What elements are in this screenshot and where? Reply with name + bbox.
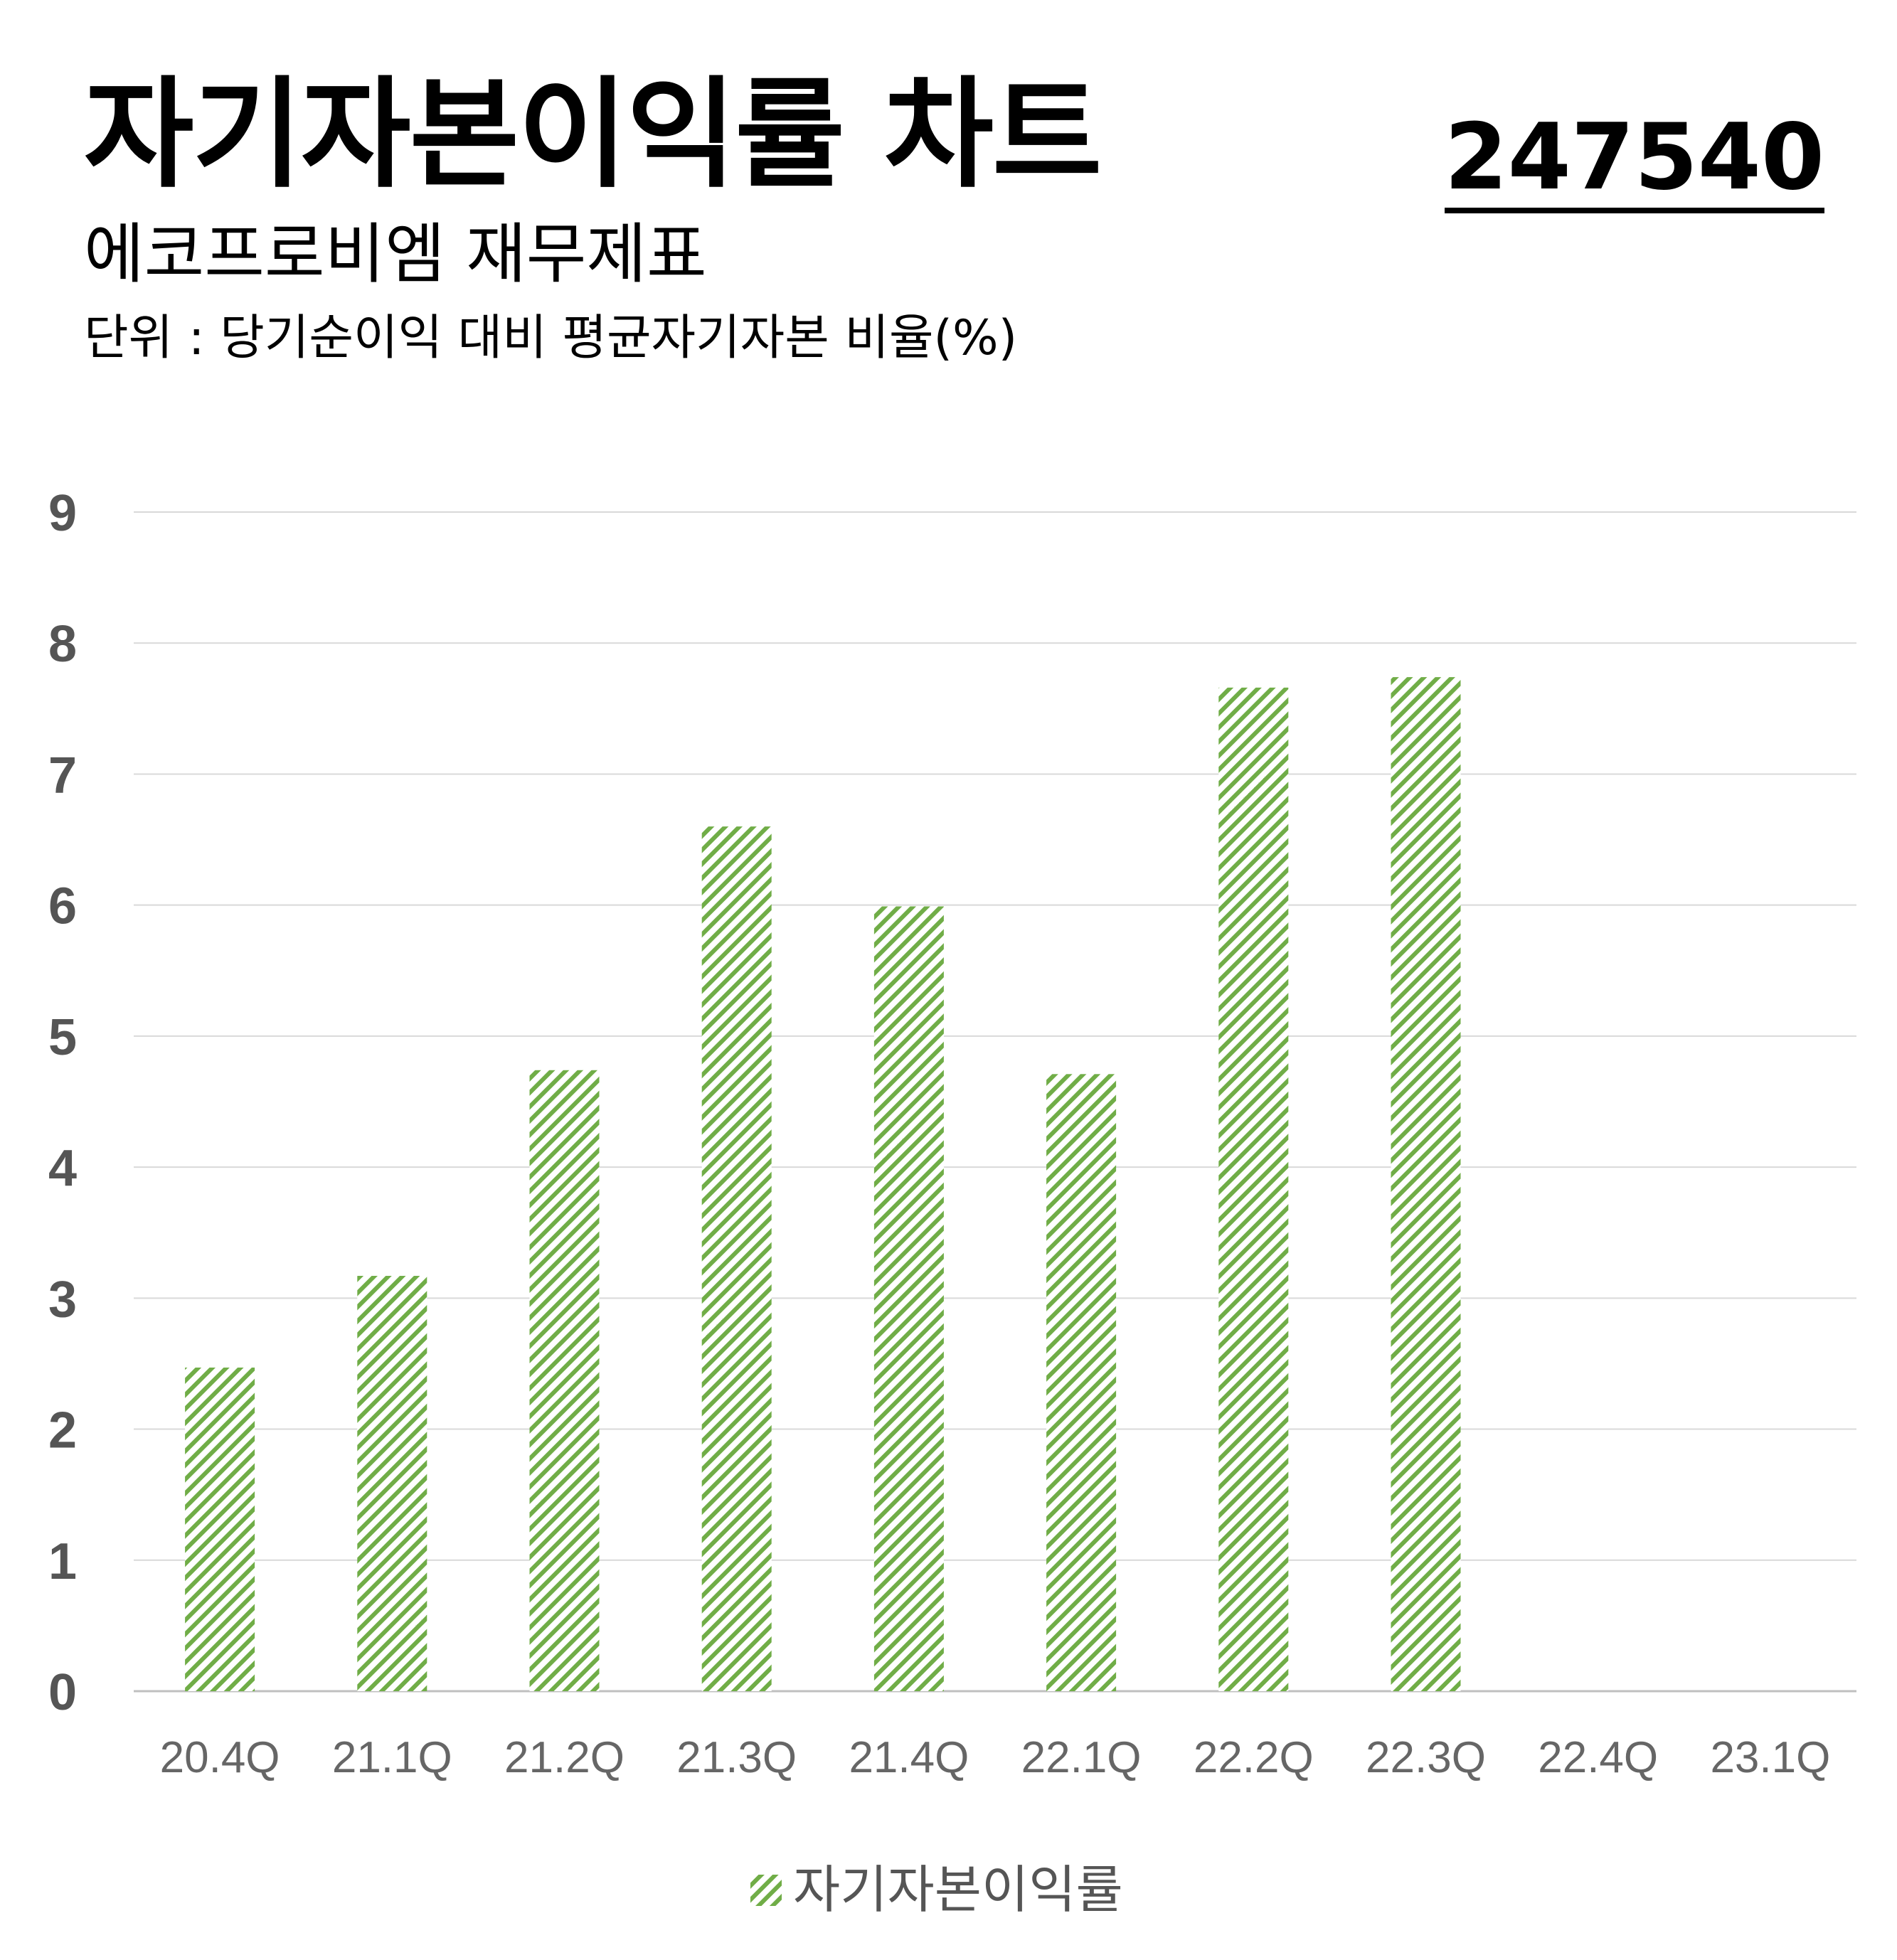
x-tick-label: 21.3Q	[676, 1733, 797, 1782]
y-axis-ticks: 0 1 2 3 4 5 6 7 8 9	[48, 485, 77, 1721]
y-tick-label: 0	[48, 1664, 77, 1721]
bar	[357, 1276, 427, 1691]
x-tick-label: 21.4Q	[849, 1733, 969, 1782]
y-tick-label: 5	[48, 1009, 77, 1066]
y-tick-label: 1	[48, 1533, 77, 1590]
y-tick-label: 3	[48, 1271, 77, 1328]
x-tick-label: 21.2Q	[504, 1733, 625, 1782]
y-tick-label: 9	[48, 485, 77, 542]
bar	[1391, 677, 1461, 1691]
x-tick-label: 21.1Q	[332, 1733, 452, 1782]
y-tick-label: 7	[48, 747, 77, 804]
x-axis-ticks: 20.4Q 21.1Q 21.2Q 21.3Q 21.4Q 22.1Q 22.2Q 22.3Q…	[160, 1733, 1831, 1782]
x-tick-label: 23.1Q	[1710, 1733, 1830, 1782]
x-tick-label: 20.4Q	[160, 1733, 280, 1782]
bar	[529, 1070, 600, 1691]
legend-swatch	[750, 1875, 782, 1906]
legend-label: 자기자본이익률	[793, 1860, 1123, 1919]
chart-title: 자기자본이익률 차트	[84, 65, 1102, 204]
bars	[185, 677, 1461, 1691]
unit-note: 단위 : 당기순이익 대비 평균자기자본 비율(%)	[84, 310, 1018, 366]
y-tick-label: 4	[48, 1140, 77, 1197]
chart-subtitle: 에코프로비엠 재무제표	[84, 216, 707, 292]
legend: 자기자본이익률	[750, 1860, 1123, 1919]
y-tick-label: 8	[48, 616, 77, 673]
x-tick-label: 22.3Q	[1366, 1733, 1486, 1782]
bar	[1046, 1074, 1117, 1691]
stock-code: 247540	[1444, 112, 1824, 213]
bar	[1218, 687, 1289, 1691]
bar	[701, 826, 772, 1691]
bar	[185, 1367, 255, 1691]
y-tick-label: 6	[48, 878, 77, 935]
bar	[873, 906, 944, 1691]
x-tick-label: 22.2Q	[1194, 1733, 1314, 1782]
x-tick-label: 22.4Q	[1538, 1733, 1658, 1782]
x-tick-label: 22.1Q	[1021, 1733, 1142, 1782]
y-tick-label: 2	[48, 1402, 77, 1459]
